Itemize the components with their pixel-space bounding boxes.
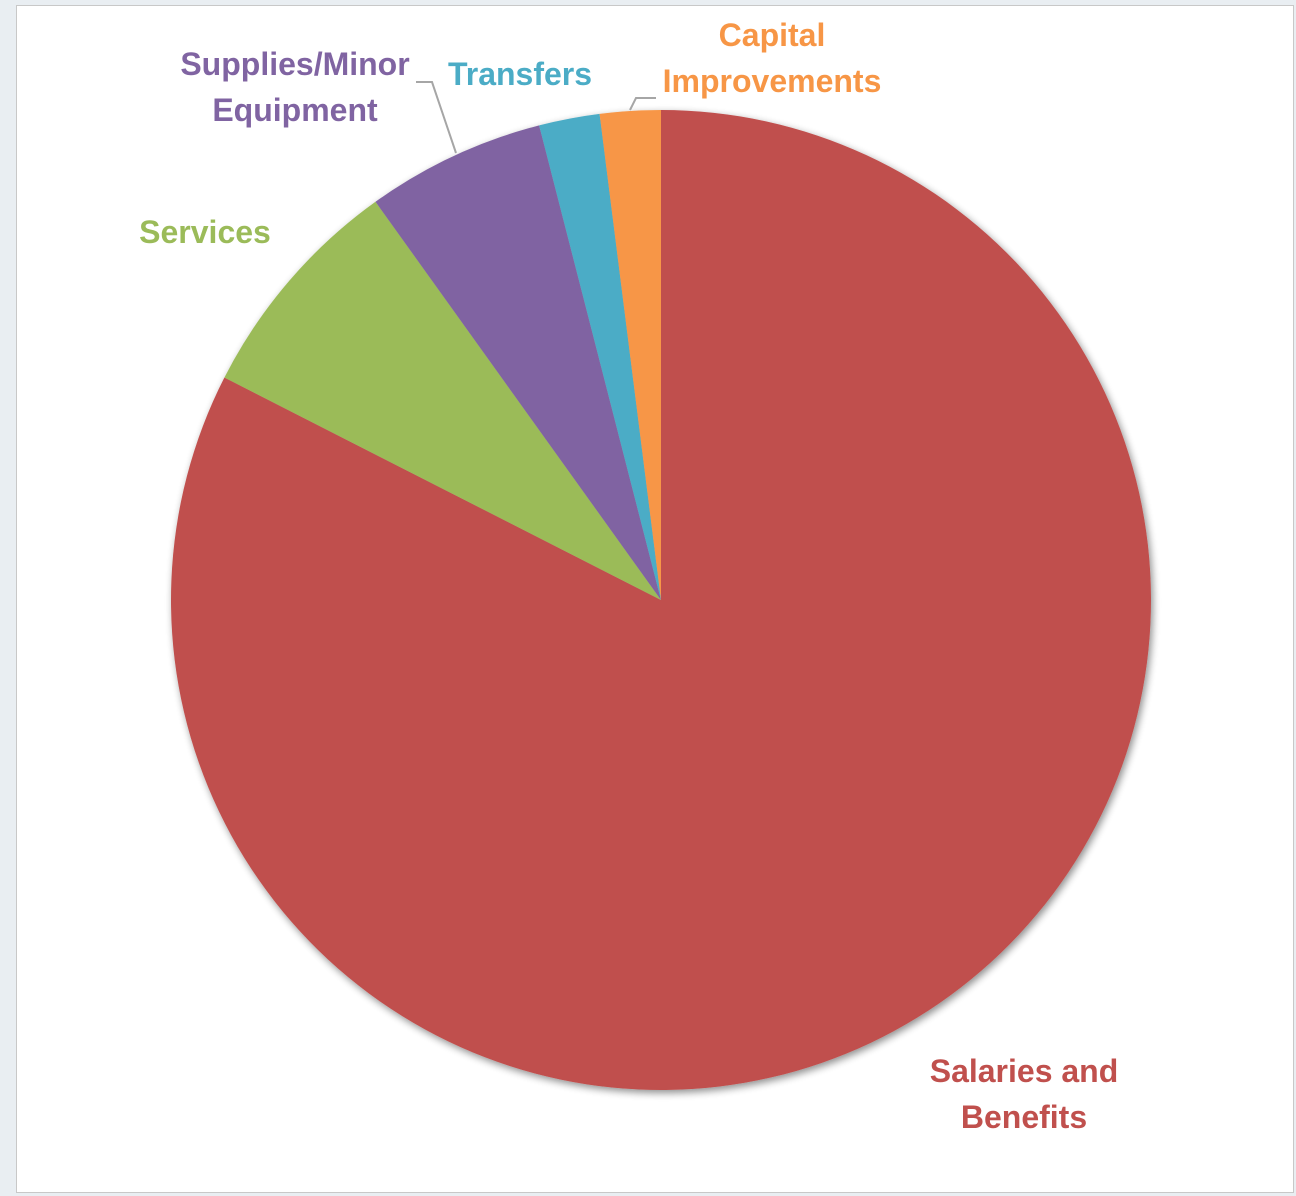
slice-label-salaries-and-benefits: Salaries and Benefits (930, 1053, 1119, 1135)
pie-slice-services[interactable] (224, 201, 661, 601)
pie-slice-transfers[interactable] (539, 113, 661, 600)
pie-slice-supplies-minor-equipment[interactable] (375, 125, 661, 600)
leader-line-supplies-minor-equipment (416, 81, 457, 154)
slice-label-transfers: Transfers (448, 56, 592, 92)
slice-label-capital-improvements: Capital Improvements (663, 17, 882, 99)
pie-slice-salaries-and-benefits[interactable] (170, 110, 1151, 1090)
leader-lines (416, 81, 656, 154)
leader-line-capital-improvements (629, 97, 656, 111)
slice-label-services: Services (139, 214, 271, 250)
slice-label-supplies-minor-equipment: Supplies/Minor Equipment (180, 46, 409, 128)
pie-slice-capital-improvements[interactable] (599, 110, 661, 600)
pie-slices (170, 110, 1151, 1090)
slice-labels: Salaries and Benefits Services Supplies/Min… (139, 17, 1118, 1135)
